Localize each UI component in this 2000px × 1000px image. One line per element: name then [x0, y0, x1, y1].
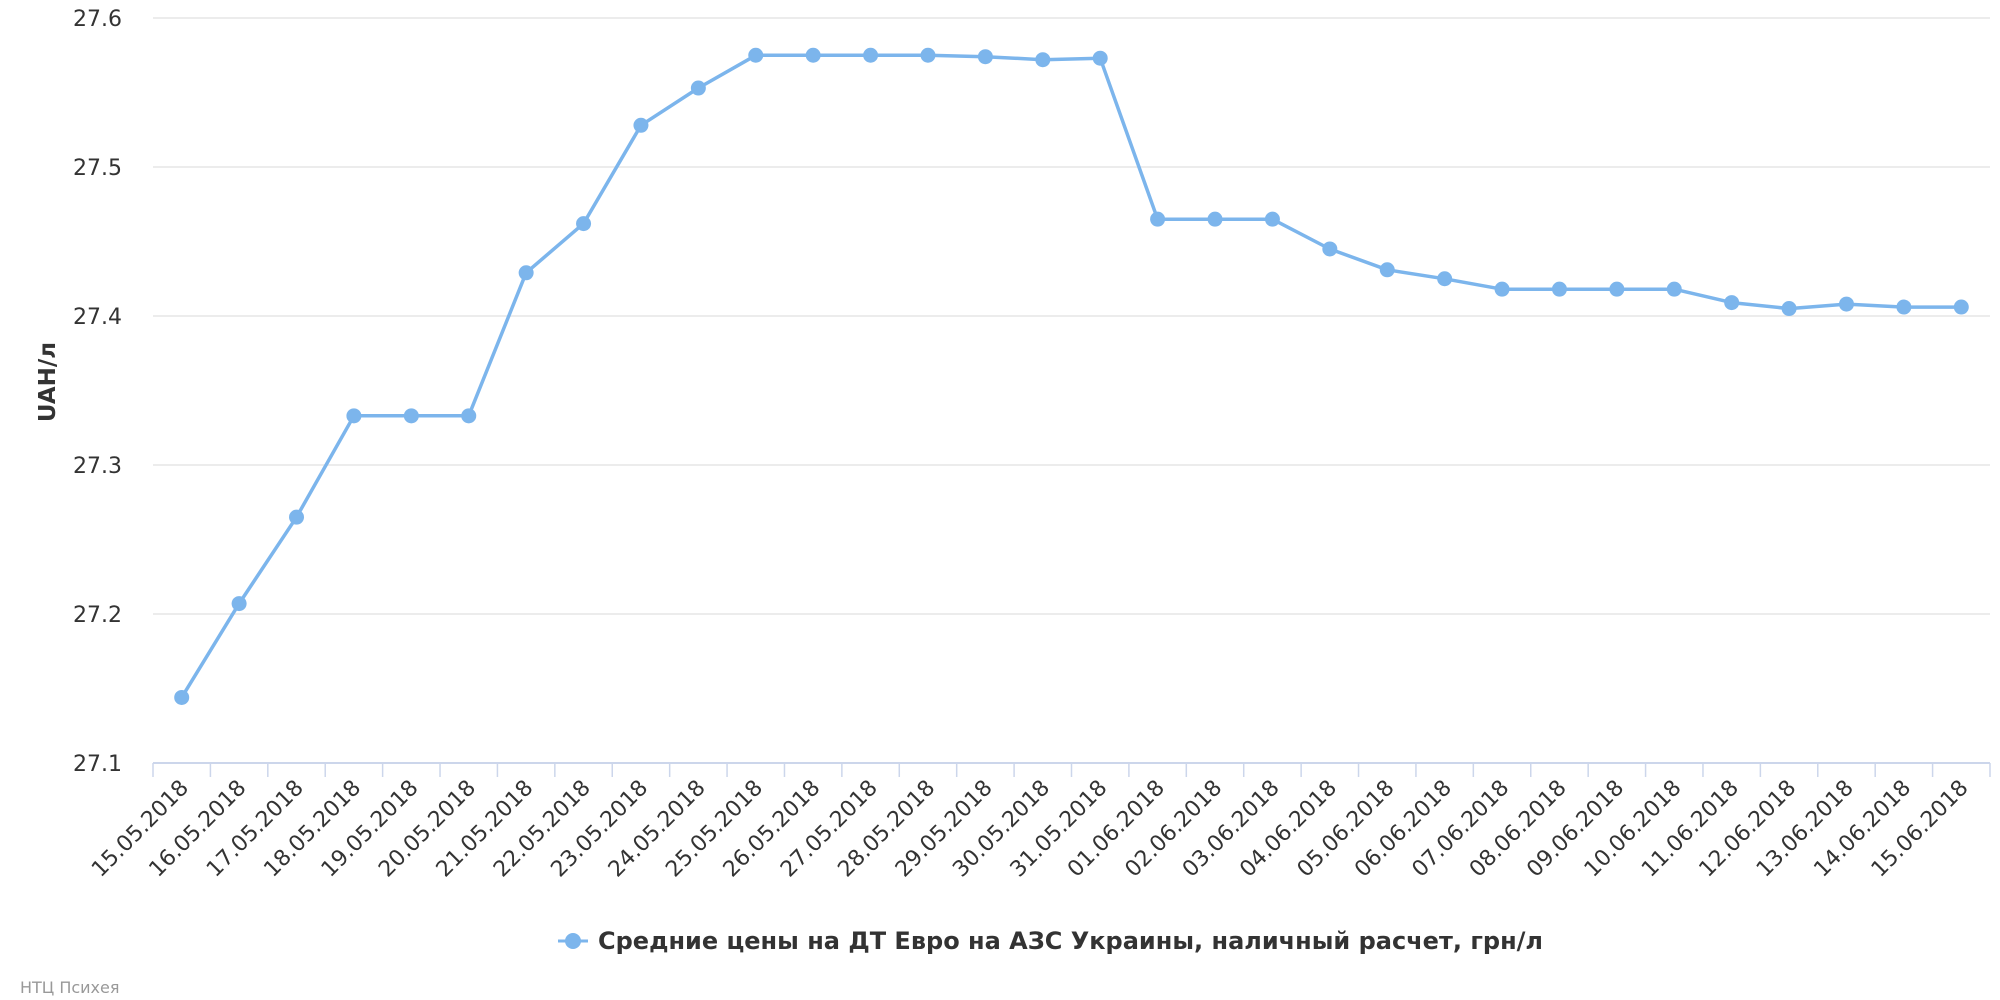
data-point[interactable] [1609, 281, 1625, 297]
data-point[interactable] [518, 265, 534, 281]
y-tick-label: 27.3 [73, 454, 122, 479]
data-point[interactable] [863, 47, 879, 63]
y-tick-label: 27.2 [73, 603, 122, 628]
legend-label: Средние цены на ДТ Евро на АЗС Украины, … [598, 927, 1543, 955]
data-point[interactable] [1724, 295, 1740, 311]
data-point[interactable] [346, 408, 362, 424]
data-point[interactable] [1150, 211, 1166, 227]
data-point[interactable] [403, 408, 419, 424]
series-line[interactable] [179, 53, 1964, 700]
data-point[interactable] [289, 509, 305, 525]
data-point[interactable] [1953, 299, 1969, 315]
data-point[interactable] [1207, 211, 1223, 227]
data-point[interactable] [1035, 52, 1051, 68]
x-axis-ticks [152, 763, 1991, 777]
data-point[interactable] [1494, 281, 1510, 297]
data-point[interactable] [1437, 271, 1453, 287]
data-point[interactable] [633, 117, 649, 133]
data-point[interactable] [1092, 50, 1108, 66]
data-point[interactable] [576, 216, 592, 232]
y-axis-ticks: 27.1 27.2 27.3 27.4 27.5 27.6 [73, 7, 122, 777]
data-point[interactable] [1666, 281, 1682, 297]
data-point[interactable] [920, 47, 936, 63]
y-tick-label: 27.4 [73, 305, 122, 330]
data-point[interactable] [690, 80, 706, 96]
legend-marker-icon [565, 933, 581, 949]
data-point[interactable] [977, 49, 993, 65]
y-tick-label: 27.1 [73, 752, 122, 777]
data-point[interactable] [1379, 262, 1395, 278]
grid-lines [153, 17, 1990, 615]
data-point[interactable] [1551, 281, 1567, 297]
y-tick-label: 27.6 [73, 7, 122, 32]
data-point[interactable] [1322, 241, 1338, 257]
data-point[interactable] [231, 596, 247, 612]
y-axis-title: UAH/л [35, 342, 61, 422]
series-group[interactable] [174, 47, 1969, 705]
data-point[interactable] [805, 47, 821, 63]
data-point[interactable] [461, 408, 477, 424]
credit-text[interactable]: НТЦ Психея [20, 978, 119, 997]
data-point[interactable] [1264, 211, 1280, 227]
y-tick-label: 27.5 [73, 156, 122, 181]
data-point[interactable] [174, 689, 190, 705]
x-axis-labels: 15.05.201816.05.201817.05.201818.05.2018… [87, 776, 1973, 883]
data-point[interactable] [1838, 296, 1854, 312]
legend[interactable]: Средние цены на ДТ Евро на АЗС Украины, … [558, 927, 1543, 955]
data-point[interactable] [748, 47, 764, 63]
data-point[interactable] [1896, 299, 1912, 315]
data-point[interactable] [1781, 301, 1797, 317]
